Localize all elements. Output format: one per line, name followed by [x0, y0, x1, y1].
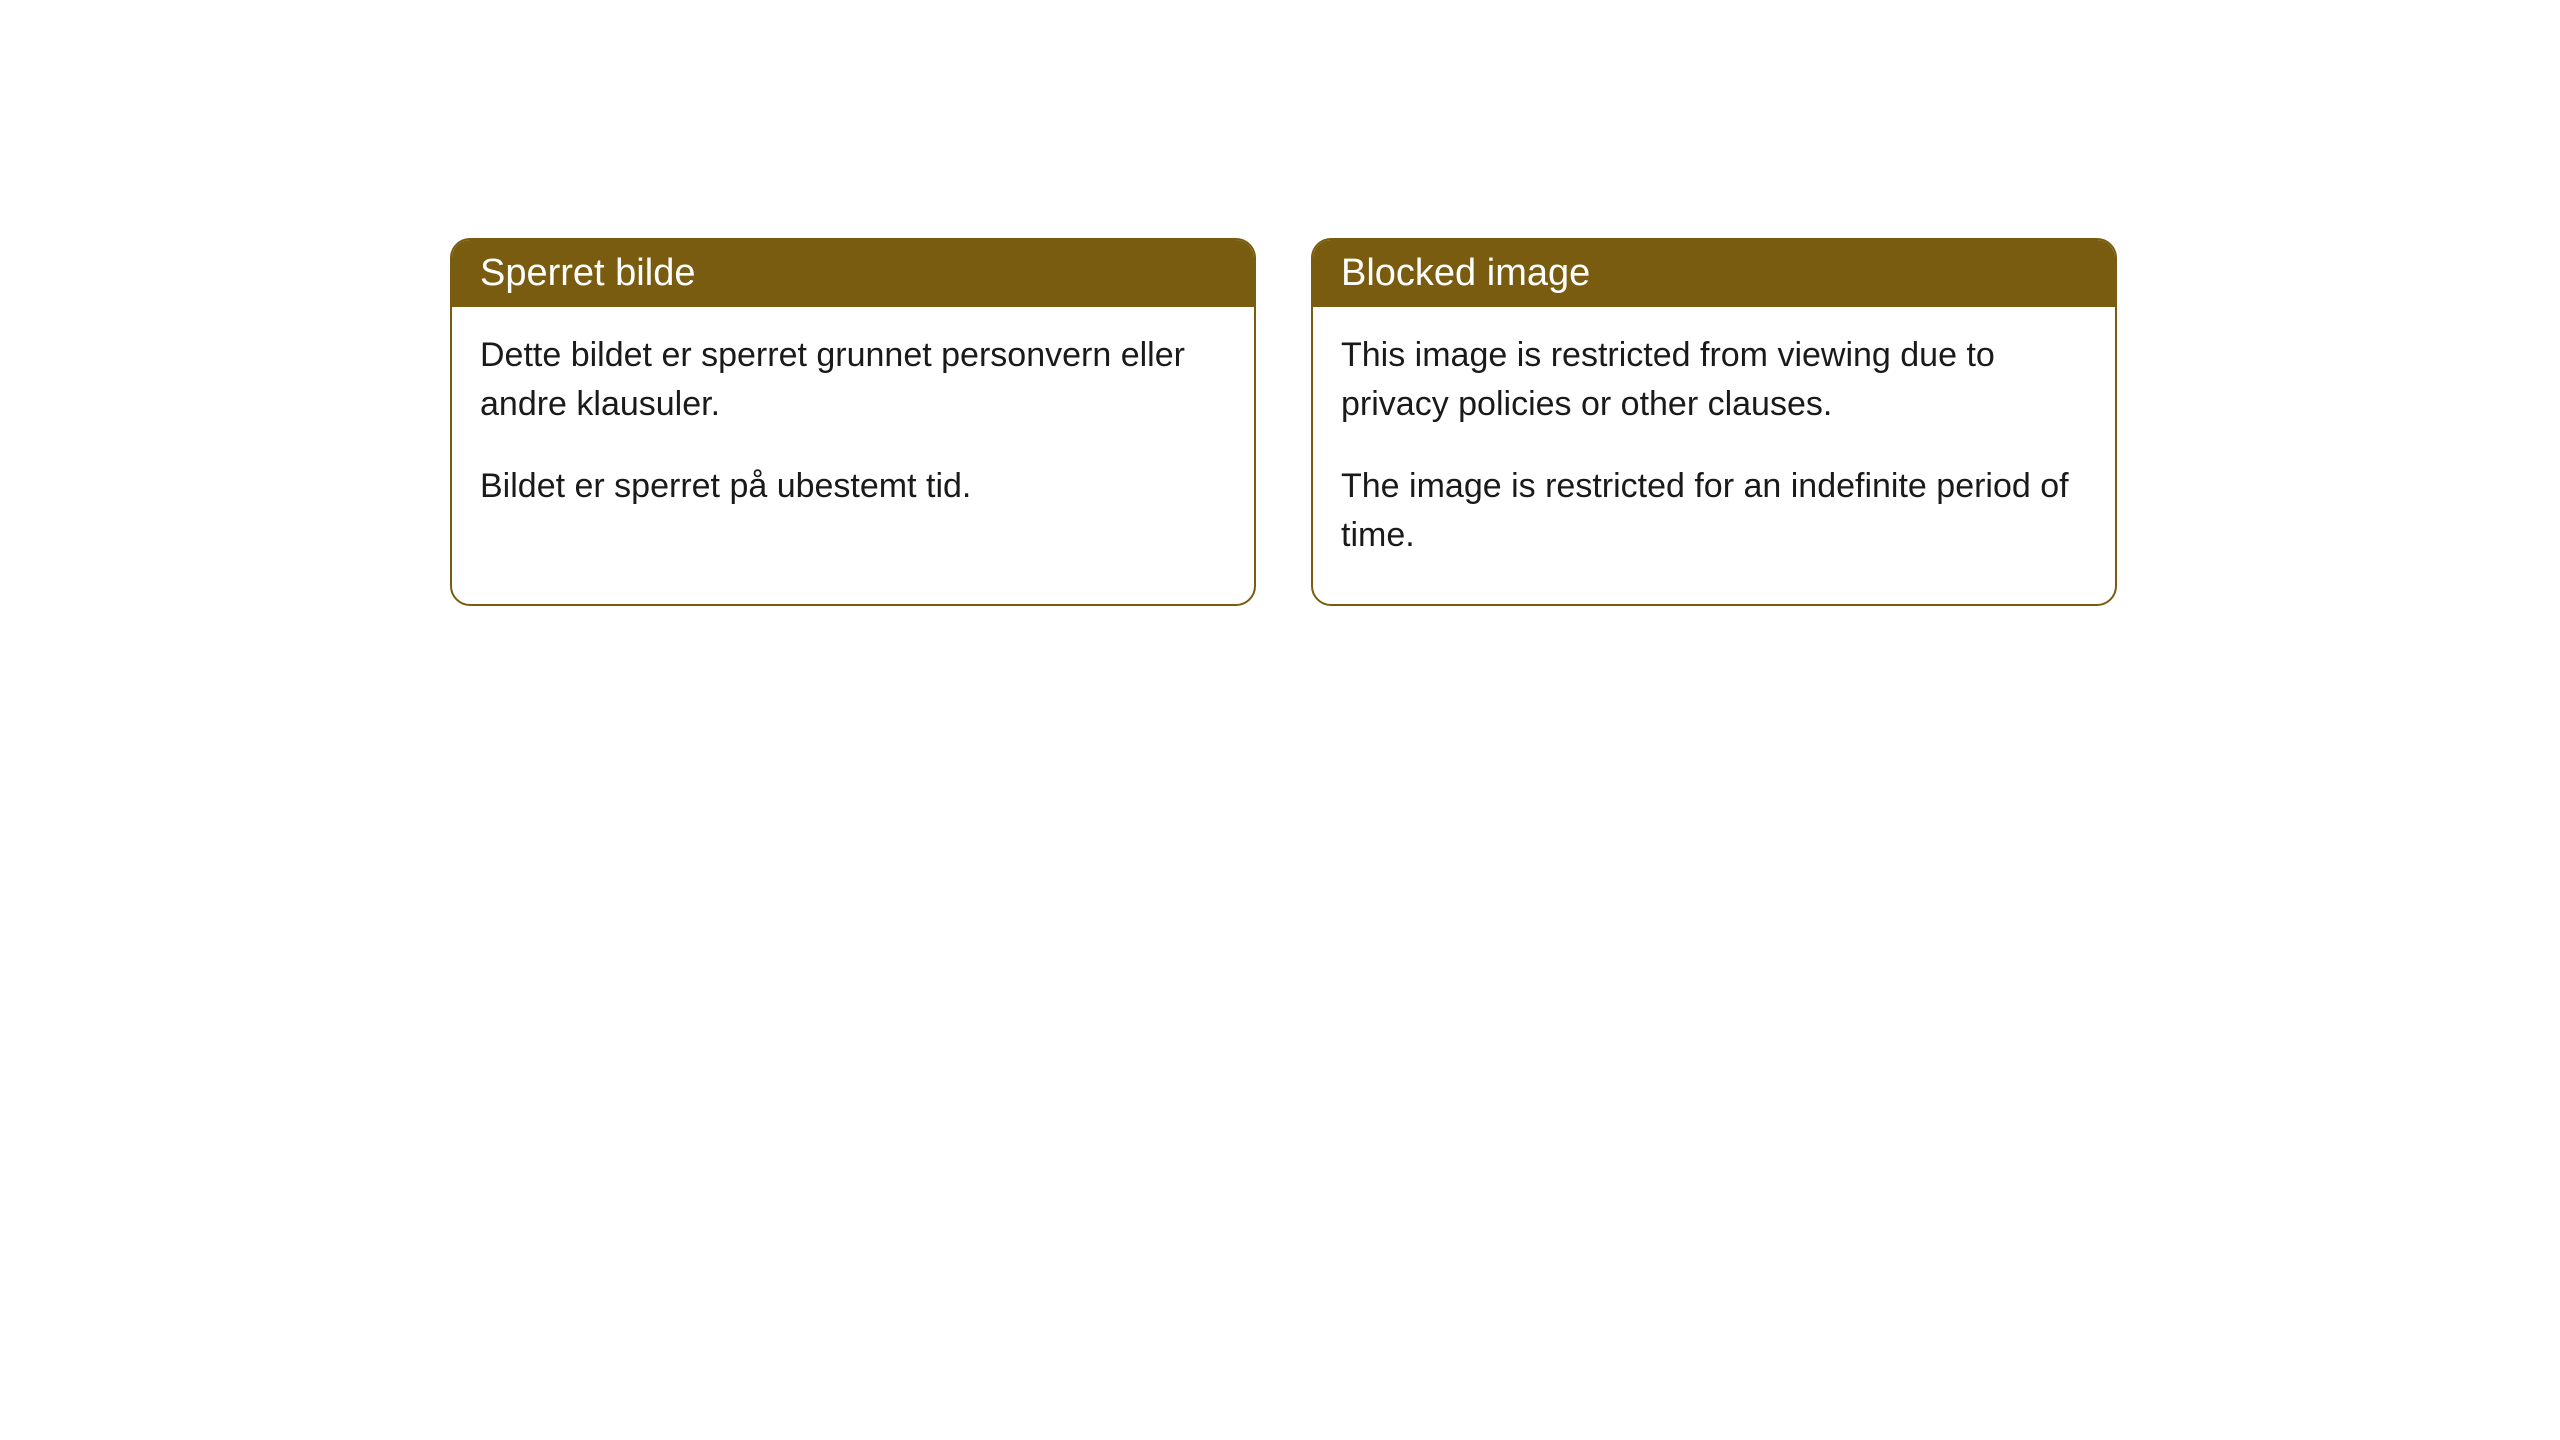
blocked-image-card-norwegian: Sperret bilde Dette bildet er sperret gr… [450, 238, 1256, 606]
card-paragraph: Bildet er sperret på ubestemt tid. [480, 462, 1226, 511]
card-header-norwegian: Sperret bilde [452, 240, 1254, 307]
card-paragraph: The image is restricted for an indefinit… [1341, 462, 2087, 561]
card-paragraph: This image is restricted from viewing du… [1341, 331, 2087, 430]
card-title: Blocked image [1341, 252, 1590, 294]
card-title: Sperret bilde [480, 252, 695, 294]
blocked-image-card-english: Blocked image This image is restricted f… [1311, 238, 2117, 606]
card-body-norwegian: Dette bildet er sperret grunnet personve… [452, 307, 1254, 555]
card-paragraph: Dette bildet er sperret grunnet personve… [480, 331, 1226, 430]
card-body-english: This image is restricted from viewing du… [1313, 307, 2115, 604]
notice-cards-container: Sperret bilde Dette bildet er sperret gr… [450, 238, 2117, 606]
card-header-english: Blocked image [1313, 240, 2115, 307]
